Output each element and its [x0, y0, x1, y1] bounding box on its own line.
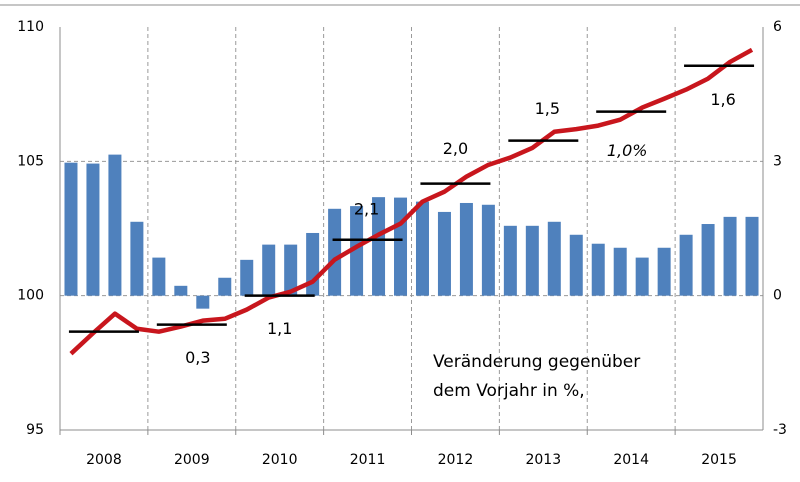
bar: [657, 247, 671, 296]
bar: [262, 244, 276, 296]
bar: [240, 259, 254, 296]
bar: [569, 234, 583, 296]
growth-label: 0,3: [185, 348, 210, 367]
bar: [64, 162, 78, 296]
bar: [284, 244, 298, 296]
y-tick-label: 110: [17, 19, 44, 35]
y2-tick-label: 3: [773, 153, 782, 169]
bar: [613, 247, 627, 296]
annotation: dem Vorjahr in %,: [433, 381, 585, 401]
bar: [591, 243, 605, 296]
growth-label: 1,5: [535, 99, 560, 118]
x-tick-label: 2008: [86, 452, 122, 468]
bar: [635, 257, 649, 296]
bar: [108, 154, 122, 296]
bar: [394, 197, 408, 296]
growth-label: 1,1: [267, 319, 292, 338]
y2-tick-label: -3: [773, 422, 787, 438]
bar: [437, 211, 451, 296]
bar: [503, 225, 517, 296]
bar: [701, 224, 715, 296]
bar: [415, 201, 429, 296]
y-tick-label: 100: [17, 288, 44, 304]
x-tick-label: 2009: [174, 452, 210, 468]
y2-tick-label: 6: [773, 19, 782, 35]
bar: [218, 277, 232, 296]
x-tick-label: 2014: [613, 452, 649, 468]
bar: [547, 221, 561, 296]
x-tick-label: 2013: [525, 452, 561, 468]
y-tick-label: 95: [26, 422, 44, 438]
bar: [174, 285, 188, 296]
y-tick-label: 105: [17, 153, 44, 169]
x-tick-label: 2015: [701, 452, 737, 468]
bar: [679, 234, 693, 296]
bar: [86, 163, 100, 296]
growth-label: 2,0: [443, 139, 468, 158]
growth-label: 2,1: [354, 199, 379, 218]
bar: [525, 225, 539, 296]
x-tick-label: 2012: [438, 452, 474, 468]
annotation: Veränderung gegenüber: [433, 352, 640, 372]
bar: [196, 295, 210, 309]
x-tick-label: 2011: [350, 452, 386, 468]
bar: [372, 197, 386, 296]
growth-label: 1,6: [710, 90, 735, 109]
y2-tick-label: 0: [773, 288, 782, 304]
bar: [306, 232, 320, 296]
bar: [152, 257, 166, 296]
bar: [481, 204, 495, 296]
bar: [350, 206, 364, 296]
bar: [328, 208, 342, 296]
bar: [745, 216, 759, 296]
bar: [130, 221, 144, 296]
x-tick-label: 2010: [262, 452, 298, 468]
bar: [459, 202, 473, 296]
bar: [723, 216, 737, 296]
growth-label: 1,0%: [607, 141, 648, 160]
